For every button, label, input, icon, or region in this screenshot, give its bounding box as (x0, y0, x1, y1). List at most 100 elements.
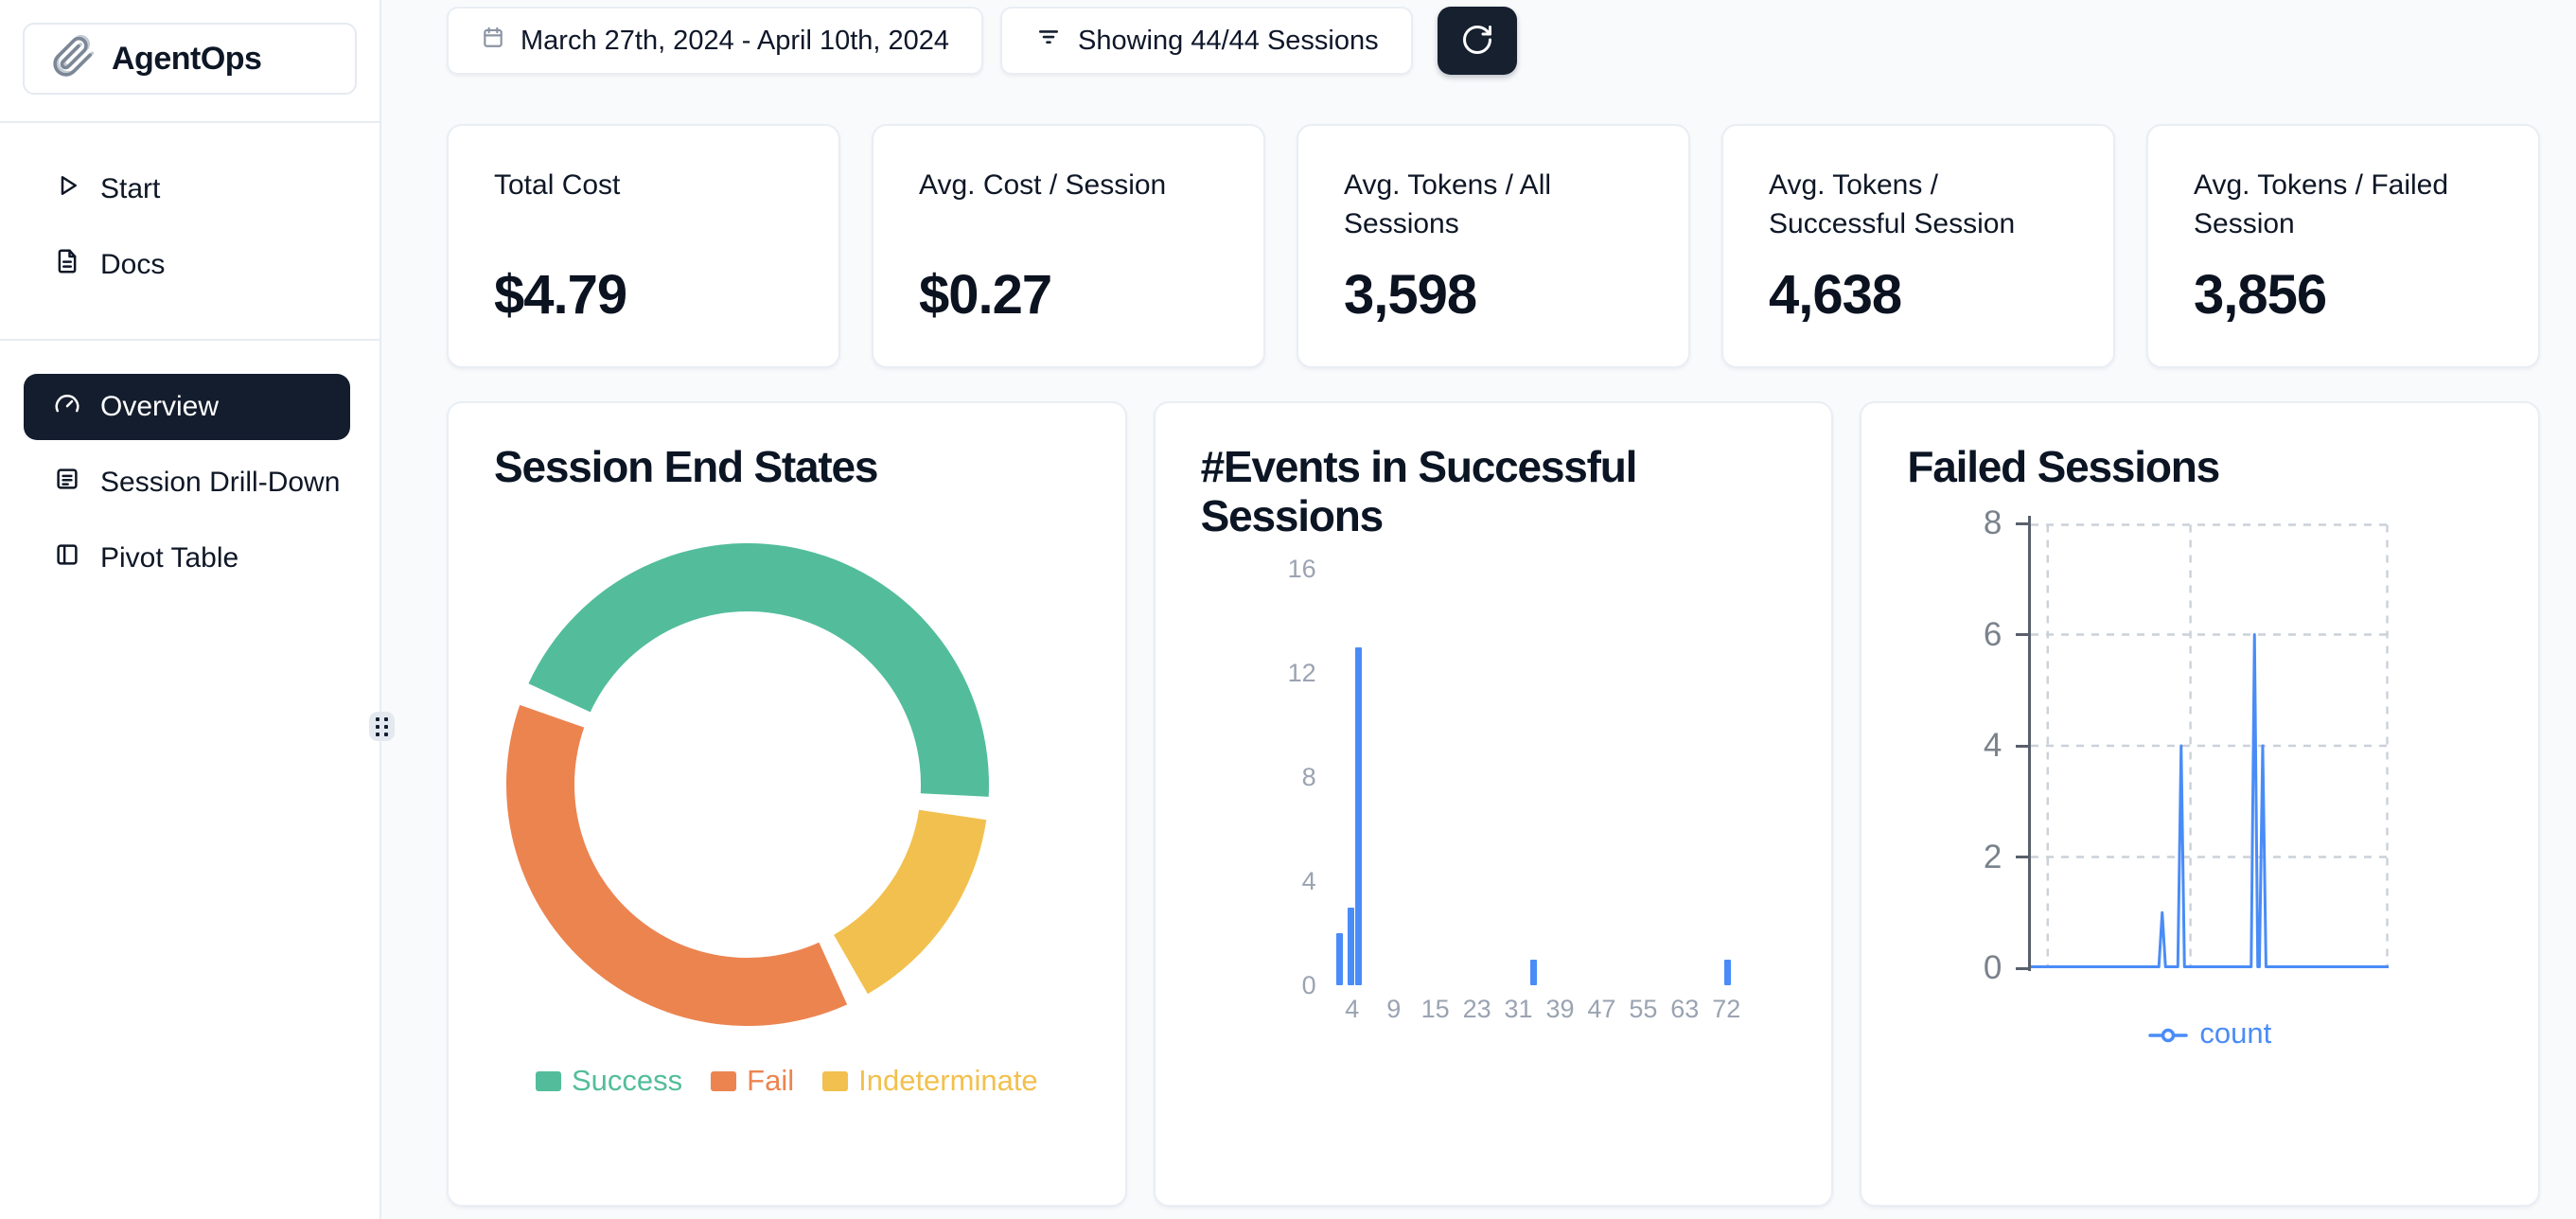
sidebar-item-overview[interactable]: Overview (24, 374, 350, 440)
panel-left-icon (53, 540, 81, 576)
line-marker-icon (2148, 1016, 2189, 1051)
y-axis-tick (2016, 521, 2029, 525)
x-axis-tick-label: 9 (1386, 995, 1402, 1023)
x-axis-tick-label: 23 (1462, 995, 1491, 1023)
sidebar-item-start[interactable]: Start (0, 156, 379, 222)
donut-legend: Success Fail Indeterminate (449, 1064, 1125, 1098)
sidebar-item-pivot-table[interactable]: Pivot Table (0, 525, 379, 592)
refresh-icon (1460, 23, 1494, 60)
sessions-filter-button[interactable]: Showing 44/44 Sessions (1000, 7, 1413, 75)
chart-title: Failed Sessions (1907, 442, 2220, 491)
y-axis-tick (2016, 633, 2029, 636)
sidebar-item-label: Overview (100, 391, 220, 422)
sessions-filter-label: Showing 44/44 Sessions (1078, 25, 1379, 56)
y-axis-tick-label: 4 (1301, 867, 1316, 895)
x-axis-tick-label: 72 (1712, 995, 1741, 1023)
sidebar-item-docs[interactable]: Docs (0, 232, 379, 298)
x-axis-tick-label: 4 (1345, 995, 1360, 1023)
sidebar-item-session-drill-down[interactable]: Session Drill-Down (0, 450, 379, 516)
chart-title: #Events in Successful Sessions (1200, 442, 1638, 540)
y-axis-tick-label: 16 (1287, 555, 1316, 583)
events-bar-plot (1328, 569, 1777, 985)
sidebar-divider (0, 339, 379, 341)
fail-swatch-icon (711, 1070, 737, 1091)
count-legend[interactable]: count (2031, 1016, 2389, 1051)
legend-item-fail[interactable]: Fail (711, 1064, 794, 1098)
sidebar-nav-top: Start Docs (0, 156, 379, 308)
sidebar-resize-handle[interactable] (369, 712, 395, 741)
stat-cards-row: Total Cost $4.79 Avg. Cost / Session $0.… (447, 124, 2540, 368)
x-axis-tick-label: 39 (1545, 995, 1575, 1023)
sidebar-nav-bottom: Overview Session Drill-Down Pivot Table (0, 374, 379, 601)
stat-label: Avg. Tokens / All Sessions (1344, 169, 1552, 240)
donut-chart (506, 542, 989, 1026)
x-axis-tick-label: 63 (1670, 995, 1700, 1023)
legend-item-success[interactable]: Success (535, 1064, 683, 1098)
stat-label: Avg. Tokens / Successful Session (1769, 169, 2016, 240)
donut-slice-fail[interactable] (506, 704, 848, 1026)
y-axis-tick-label: 0 (1301, 971, 1316, 999)
stat-label: Total Cost (494, 169, 621, 201)
histogram-bar[interactable] (1530, 959, 1538, 985)
date-range-label: March 27th, 2024 - April 10th, 2024 (520, 25, 950, 56)
histogram-bar[interactable] (1348, 907, 1355, 985)
stat-value: $4.79 (494, 264, 627, 326)
sidebar-item-label: Docs (100, 249, 166, 280)
count-legend-label: count (2199, 1016, 2272, 1050)
session-end-states-card: Session End States Success Fail Indeterm… (447, 401, 1127, 1207)
session-list-icon (53, 465, 81, 501)
stat-card-avg-tokens-all: Avg. Tokens / All Sessions 3,598 (1297, 124, 1690, 368)
y-axis-tick-label: 4 (1983, 727, 2003, 764)
y-axis-tick-label: 8 (1983, 504, 2003, 541)
events-histogram-card: #Events in Successful Sessions 0 4 8 12 16 4 9… (1153, 401, 1834, 1207)
refresh-button[interactable] (1437, 7, 1517, 75)
x-axis-tick-label: 31 (1504, 995, 1533, 1023)
topbar: March 27th, 2024 - April 10th, 2024 Show… (447, 7, 2540, 75)
y-axis-line (2028, 516, 2032, 971)
chart-title: Session End States (494, 442, 879, 491)
count-line-series[interactable] (2031, 633, 2390, 968)
legend-label: Indeterminate (858, 1064, 1038, 1097)
stat-value: 4,638 (1769, 264, 1902, 326)
x-axis-tick-label: 15 (1420, 995, 1450, 1023)
docs-icon (53, 247, 81, 283)
app-title: AgentOps (112, 40, 262, 77)
sidebar: AgentOps Start Docs (0, 0, 381, 1219)
sidebar-item-label: Session Drill-Down (100, 467, 341, 498)
stat-card-avg-tokens-successful: Avg. Tokens / Successful Session 4,638 (1721, 124, 2115, 368)
x-axis-tick-label: 55 (1629, 995, 1658, 1023)
histogram-bar[interactable] (1355, 646, 1363, 985)
stat-card-total-cost: Total Cost $4.79 (447, 124, 840, 368)
histogram-bar[interactable] (1724, 959, 1732, 985)
y-axis-tick-label: 8 (1301, 763, 1316, 791)
y-axis-tick-label: 0 (1983, 949, 2003, 986)
legend-item-indeterminate[interactable]: Indeterminate (822, 1064, 1038, 1098)
donut-slice-indeterminate[interactable] (834, 809, 987, 995)
sidebar-item-label: Pivot Table (100, 542, 239, 574)
y-axis-tick (2016, 966, 2029, 970)
y-axis-tick-label: 2 (1983, 838, 2003, 875)
logo[interactable]: AgentOps (23, 23, 357, 95)
y-axis-tick (2016, 856, 2029, 858)
failed-sessions-line-chart (2031, 523, 2390, 968)
stat-value: 3,598 (1344, 264, 1477, 326)
legend-label: Success (571, 1064, 683, 1097)
sidebar-item-label: Start (100, 173, 161, 204)
calendar-icon (481, 25, 505, 57)
legend-label: Fail (747, 1064, 795, 1097)
failed-sessions-card: Failed Sessions count 0 2 4 6 8 (1860, 401, 2541, 1207)
stat-card-avg-cost-session: Avg. Cost / Session $0.27 (872, 124, 1265, 368)
filter-icon (1034, 23, 1063, 59)
x-axis-tick-label: 47 (1587, 995, 1616, 1023)
success-swatch-icon (535, 1070, 561, 1091)
stat-value: 3,856 (2194, 264, 2327, 326)
stat-label: Avg. Cost / Session (919, 169, 1167, 201)
play-icon (53, 171, 81, 207)
stat-card-avg-tokens-failed: Avg. Tokens / Failed Session 3,856 (2146, 124, 2540, 368)
paperclip-logo-icon (51, 34, 95, 83)
y-axis-tick-label: 6 (1983, 615, 2003, 653)
donut-slice-success[interactable] (528, 542, 989, 797)
date-range-button[interactable]: March 27th, 2024 - April 10th, 2024 (447, 7, 984, 75)
histogram-bar[interactable] (1336, 933, 1344, 985)
gauge-icon (53, 389, 81, 425)
